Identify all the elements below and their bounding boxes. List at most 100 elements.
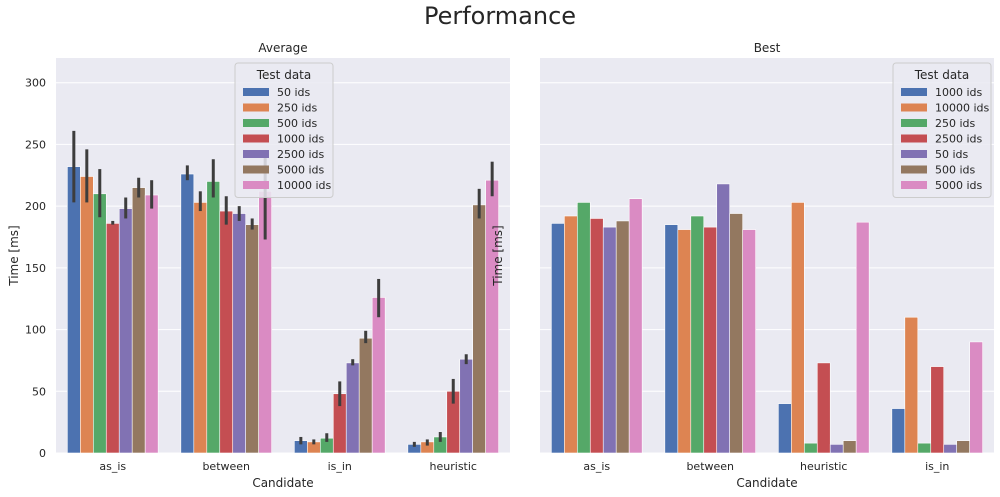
bar [930, 366, 945, 454]
bar [144, 194, 159, 454]
bar [855, 221, 870, 454]
figure-title: Performance [423, 2, 577, 30]
bar [193, 202, 208, 454]
legend-entry: 50 ids [277, 86, 311, 99]
panel-title: Average [258, 41, 307, 55]
legend-swatch [901, 150, 927, 158]
x-tick-label: is_in [328, 460, 352, 473]
y-tick-label: 300 [25, 77, 46, 90]
bar [232, 213, 247, 454]
bar [485, 179, 499, 454]
bar [803, 442, 818, 454]
legend-swatch [243, 150, 269, 158]
bar [602, 226, 617, 454]
bar [690, 215, 705, 454]
bar [105, 223, 120, 454]
bar [245, 224, 259, 454]
bar [551, 223, 565, 454]
chart-panel-best: Best Candidate Time [ms] as_is between heuris… [491, 41, 994, 490]
x-axis-label: Candidate [736, 476, 797, 490]
legend-swatch [243, 119, 269, 127]
y-tick-label: 250 [25, 138, 46, 151]
x-tick-label: heuristic [430, 460, 477, 473]
bar [118, 208, 133, 454]
legend-entry: 10000 ids [277, 179, 332, 192]
bar [131, 187, 146, 454]
bar [345, 362, 360, 454]
bar [664, 224, 679, 454]
bar [472, 204, 486, 454]
legend-entry: 1000 ids [277, 133, 325, 146]
bar [589, 218, 604, 454]
legend-entry: 500 ids [935, 164, 976, 177]
y-tick-label: 0 [39, 447, 46, 460]
x-tick-label: heuristic [800, 460, 847, 473]
y-tick-label: 200 [25, 200, 46, 213]
x-axis-label: Candidate [252, 476, 313, 490]
bar [742, 229, 756, 454]
bar [917, 442, 932, 454]
x-tick-label: between [686, 460, 734, 473]
x-tick-label: is_in [925, 460, 949, 473]
legend-title: Test data [914, 68, 969, 82]
y-axis-label: Time [ms] [7, 225, 21, 287]
legend-entry: 50 ids [935, 148, 969, 161]
legend-entry: 250 ids [935, 117, 976, 130]
bar [891, 408, 906, 454]
panel-title: Best [754, 41, 781, 55]
legend-swatch [901, 119, 927, 127]
chart-panel-average: 0 50 100 150 200 250 300 Average Candidate Time [… [7, 41, 510, 490]
legend-entry: 500 ids [277, 117, 318, 130]
legend-swatch [243, 88, 269, 96]
bar [969, 341, 983, 454]
bar [829, 444, 844, 454]
legend-entry: 5000 ids [935, 179, 983, 192]
bar [628, 198, 643, 454]
x-tick-label: between [202, 460, 250, 473]
bar [67, 166, 81, 454]
bar [564, 215, 578, 454]
legend-entry: 250 ids [277, 102, 318, 115]
y-tick-label: 100 [25, 324, 46, 337]
legend-swatch [243, 134, 269, 143]
legend-entry: 5000 ids [277, 164, 325, 177]
bar [956, 440, 970, 454]
legend-entry: 2500 ids [935, 133, 983, 146]
legend-swatch [901, 103, 927, 112]
bar [358, 337, 373, 454]
legend-swatch [901, 134, 927, 143]
y-tick-label: 150 [25, 262, 46, 275]
legend-entry: 1000 ids [935, 86, 983, 99]
bar [219, 210, 234, 454]
legend-box [892, 62, 992, 198]
bar [791, 202, 805, 454]
bar [677, 229, 692, 454]
legend-title: Test data [256, 68, 311, 82]
bar [80, 176, 94, 454]
legend-entry: 2500 ids [277, 148, 325, 161]
bar [371, 297, 386, 454]
bar [459, 358, 474, 454]
legend-swatch [901, 181, 927, 189]
legend-swatch [901, 88, 927, 96]
legend-box [234, 62, 334, 198]
bar [703, 226, 718, 454]
bar [576, 202, 591, 454]
bar [716, 183, 731, 454]
legend-entry: 10000 ids [935, 102, 990, 115]
legend-swatch [901, 165, 927, 174]
legend-swatch [243, 165, 269, 174]
y-axis-label: Time [ms] [491, 225, 505, 287]
bar [180, 173, 195, 454]
bar [842, 440, 857, 454]
bar [92, 193, 107, 454]
bar [943, 444, 958, 454]
bar [729, 213, 743, 454]
bar [206, 181, 221, 454]
bar [778, 403, 792, 454]
legend-swatch [243, 103, 269, 112]
legend-swatch [243, 181, 269, 189]
x-tick-label: as_is [583, 460, 610, 473]
